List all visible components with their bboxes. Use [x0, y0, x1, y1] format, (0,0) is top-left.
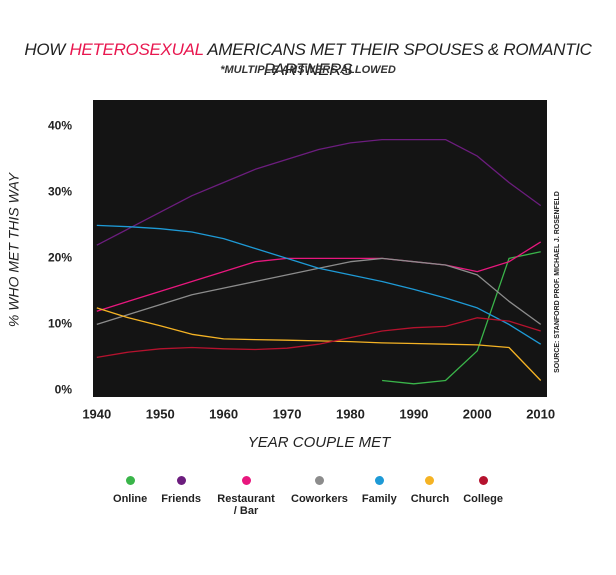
- plot-area: [93, 100, 547, 397]
- x-axis-label: YEAR COUPLE MET: [248, 434, 392, 451]
- series-line: [96, 224, 542, 345]
- legend: Online Friends Restaurant / Bar Coworkers Fa…: [0, 476, 616, 517]
- legend-swatch: [478, 476, 488, 485]
- y-axis-label: % WHO MET THIS WAY: [6, 171, 22, 327]
- x-tick-label: 1980: [336, 406, 365, 421]
- legend-swatch: [425, 476, 435, 485]
- y-tick-label: 10%: [48, 317, 72, 331]
- series-line: [382, 251, 541, 385]
- x-tick-label: 1990: [399, 406, 428, 421]
- legend-item: Church: [410, 476, 450, 517]
- title-highlight: HETEROSEXUAL: [69, 40, 204, 59]
- legend-label: Church: [410, 493, 450, 505]
- legend-swatch: [374, 476, 384, 485]
- y-tick-label: 30%: [48, 185, 72, 199]
- legend-item: Friends: [161, 476, 201, 517]
- series-line: [96, 241, 542, 312]
- x-tick-label: 1940: [82, 406, 111, 421]
- source-note: SOURCE: STANFORD PROF. MICHAEL J. ROSENF…: [554, 191, 561, 373]
- legend-swatch: [125, 476, 135, 485]
- legend-item: Family: [362, 476, 397, 517]
- x-tick-label: 2010: [526, 406, 555, 421]
- legend-label: Family: [361, 493, 397, 505]
- x-tick-label: 1970: [273, 406, 302, 421]
- x-tick-label: 1950: [146, 406, 175, 421]
- legend-item: Online: [113, 476, 147, 517]
- title-part: AMERICANS MET THEIR SPOUSES & ROMANTIC P…: [207, 40, 592, 79]
- legend-label: Online: [113, 493, 148, 505]
- legend-item: College: [463, 476, 503, 517]
- chart-subtitle: *MULTIPLE ANSWERS ALLOWED: [220, 64, 396, 76]
- x-tick-label: 1960: [209, 406, 238, 421]
- series-line: [96, 317, 541, 359]
- x-tick-label: 2000: [463, 406, 492, 421]
- legend-swatch: [176, 476, 186, 485]
- legend-item: Restaurant / Bar: [215, 476, 277, 517]
- y-tick-label: 20%: [48, 251, 72, 265]
- series-line: [96, 307, 542, 381]
- legend-label: Coworkers: [291, 493, 348, 505]
- legend-label: College: [463, 493, 503, 505]
- chart: YEAR COUPLE MET % WHO MET THIS WAY SOURC…: [6, 100, 561, 451]
- legend-label: Restaurant / Bar: [217, 493, 275, 517]
- legend-label: Friends: [161, 493, 201, 505]
- y-tick-label: 40%: [48, 119, 72, 133]
- legend-item: Coworkers: [291, 476, 348, 517]
- legend-swatch: [241, 476, 251, 485]
- series-line: [96, 138, 542, 246]
- title-part: HOW: [24, 40, 65, 59]
- y-tick-label: 0%: [55, 383, 73, 397]
- legend-swatch: [314, 476, 324, 485]
- chart-title: HOW HETEROSEXUAL AMERICANS MET THEIR SPO…: [0, 40, 616, 80]
